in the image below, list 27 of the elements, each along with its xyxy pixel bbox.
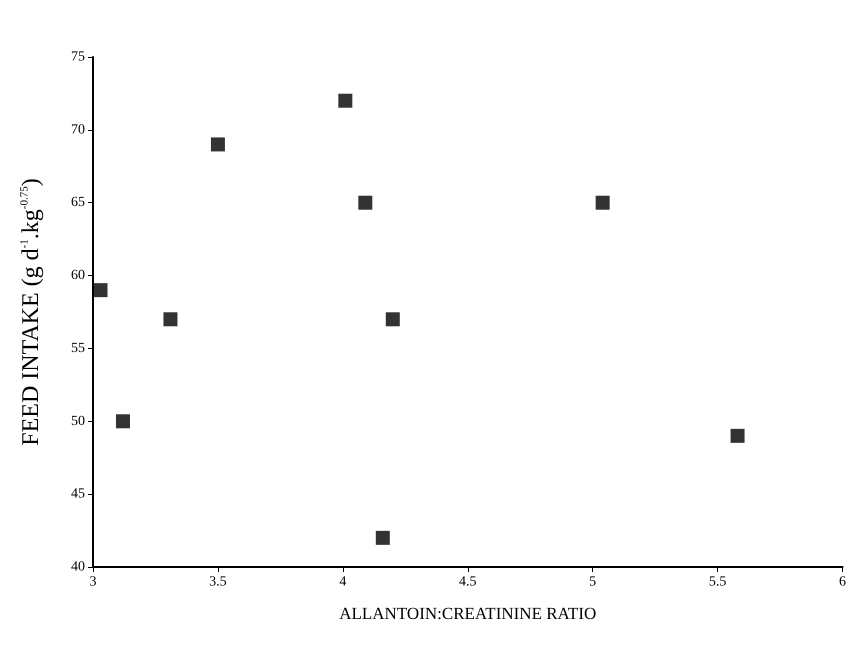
y-axis-title: FEED INTAKE (g d-1.kg-0.75) [18,178,44,446]
point [93,283,108,298]
y-tick-label: 40 [71,560,85,574]
point [210,137,225,152]
x-tick-label: 4.5 [459,574,476,590]
point [358,196,372,210]
y-tick-label: 60 [71,268,85,284]
x-axis-title: ALLANTOIN:CREATININE RATIO [339,604,596,623]
x-tick-label: 5.5 [708,574,726,590]
y-tick-label: 50 [71,414,85,429]
point [596,196,610,210]
point [163,312,178,326]
x-tick-label: 5 [589,574,596,590]
y-tick-label: 65 [71,195,85,210]
x-tick-label: 6 [839,574,846,590]
x-tick-label: 3.5 [209,574,227,590]
x-tick-label: 4 [339,574,346,590]
point [338,94,352,108]
point [376,530,390,545]
y-tick-label: 45 [71,486,85,502]
x-tick-label: 3 [90,574,96,590]
y-tick-label: 70 [71,122,85,138]
point [730,428,745,443]
point [386,312,400,326]
y-tick-label: 55 [71,340,85,356]
point [116,414,130,428]
y-tick-label: 75 [71,50,85,64]
